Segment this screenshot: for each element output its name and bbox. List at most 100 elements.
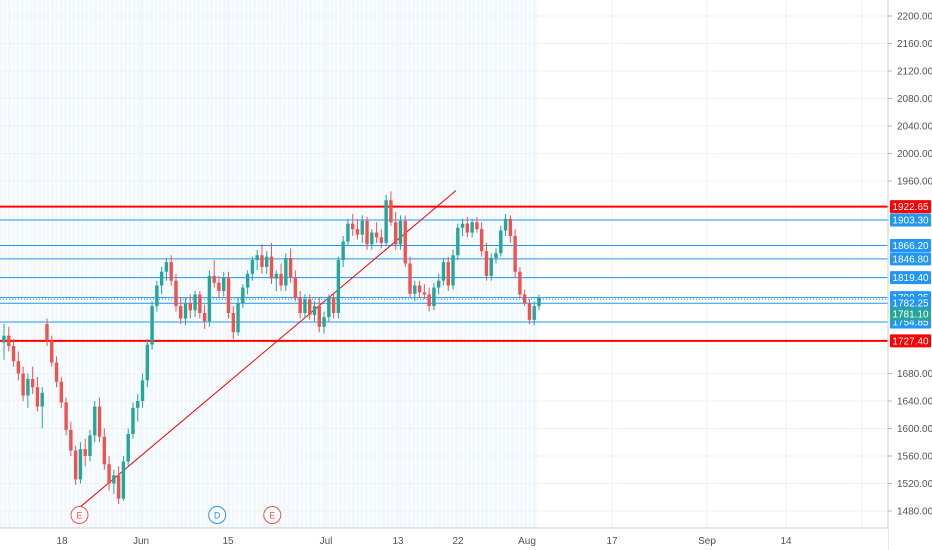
price-axis[interactable]: 2200.00 2160.00 2120.00 2080.00 2040.00 2000.… — [887, 0, 932, 550]
candle-body — [279, 273, 283, 286]
event-badge[interactable] — [263, 506, 282, 524]
candle-body — [522, 294, 527, 304]
candle-body — [537, 297, 541, 307]
candle-body — [174, 280, 178, 307]
candle-body — [351, 223, 355, 230]
candle-body — [341, 241, 345, 261]
event-letter: D — [214, 511, 221, 521]
time-tick-label: 15 — [222, 536, 234, 547]
candle-body — [374, 232, 379, 238]
candle-body — [159, 271, 164, 286]
price-tick-label: 1960.00 — [897, 177, 932, 188]
candle-body — [45, 324, 49, 341]
time-tick-label: 18 — [56, 536, 68, 547]
candle-body — [54, 362, 59, 382]
level-price-tag-bg — [890, 252, 931, 266]
time-tick-label: 14 — [780, 536, 792, 547]
level-price-tag-bg — [890, 200, 931, 214]
last-price-tag-bg — [890, 307, 931, 321]
event-badge[interactable] — [70, 506, 89, 524]
candle-body — [169, 262, 173, 281]
time-axis[interactable]: 18 Jun 15 Jul 13 22 Aug 17 Sep 14 — [0, 527, 888, 550]
price-tick-label: 1560.00 — [897, 452, 932, 463]
grid — [0, 0, 888, 528]
candle-body — [255, 255, 259, 261]
candle-body — [78, 449, 83, 480]
event-letter: E — [76, 511, 82, 521]
candle-body — [93, 406, 97, 436]
candle-body — [408, 263, 412, 294]
last-price-tag: 1781.10 — [892, 309, 929, 320]
candle-body — [336, 260, 341, 313]
level-price-tag-bg — [890, 334, 931, 348]
time-tick-label: 22 — [452, 536, 464, 547]
level-price-tag-bg — [890, 296, 931, 310]
candle-body — [317, 306, 321, 327]
trendline-segment[interactable] — [79, 190, 457, 508]
candle-body — [121, 461, 126, 499]
candle-body — [269, 256, 274, 279]
candle-body — [112, 475, 116, 484]
candle-body — [97, 406, 102, 437]
candles — [2, 191, 541, 505]
candle-body — [179, 306, 183, 319]
candle-body — [475, 222, 479, 230]
candle-body — [183, 303, 188, 319]
candle-body — [50, 340, 54, 363]
price-tick-label: 2160.00 — [897, 39, 932, 50]
trendline[interactable] — [79, 190, 457, 508]
candle-body — [460, 223, 465, 228]
candle-body — [370, 232, 374, 245]
candle-body — [508, 218, 513, 236]
candle-body — [40, 392, 44, 407]
candle-body — [288, 258, 293, 278]
candle-body — [236, 303, 240, 333]
event-badge[interactable] — [208, 506, 227, 524]
candle-body — [30, 379, 35, 388]
candle-body — [518, 271, 522, 295]
candle-body — [432, 287, 436, 307]
horizontal-levels[interactable] — [0, 205, 888, 342]
candle-body — [73, 450, 78, 480]
candle-body — [16, 361, 21, 374]
candle-body — [155, 285, 159, 307]
level-price-tag: 1846.80 — [892, 254, 929, 265]
candle-body — [202, 313, 207, 322]
candle-body — [64, 402, 68, 430]
candle-body — [308, 299, 312, 316]
candle-body — [393, 222, 398, 245]
price-tick-label: 2200.00 — [897, 12, 932, 23]
candle-body — [456, 227, 460, 256]
time-tick-label: Jun — [133, 536, 149, 547]
time-tick-label: Aug — [518, 536, 536, 547]
candle-body — [226, 277, 231, 313]
price-tick-label: 1480.00 — [897, 507, 932, 518]
candle-body — [126, 434, 130, 462]
candle-body — [346, 223, 350, 242]
candle-body — [413, 285, 417, 294]
candle-body — [398, 220, 403, 245]
candle-body — [489, 258, 493, 276]
candle-body — [384, 200, 388, 243]
candle-body — [107, 464, 111, 484]
candle-body — [35, 387, 40, 407]
candle-body — [250, 260, 255, 274]
candle-body — [150, 306, 154, 345]
level-price-tag-bg — [890, 213, 931, 227]
candle-body — [7, 335, 11, 346]
candle-body — [422, 292, 427, 295]
event-letter: E — [269, 511, 275, 521]
time-tick-label: Sep — [698, 536, 716, 547]
level-price-tag-bg — [890, 238, 931, 252]
candle-body — [513, 236, 517, 272]
candle-body — [284, 258, 288, 286]
level-price-tag: 1922.65 — [892, 202, 929, 213]
candle-body — [26, 379, 30, 396]
candle-body — [446, 262, 450, 286]
candle-body — [465, 223, 470, 233]
candle-body — [441, 262, 446, 281]
candle-body — [102, 436, 107, 465]
candle-body — [322, 317, 326, 327]
